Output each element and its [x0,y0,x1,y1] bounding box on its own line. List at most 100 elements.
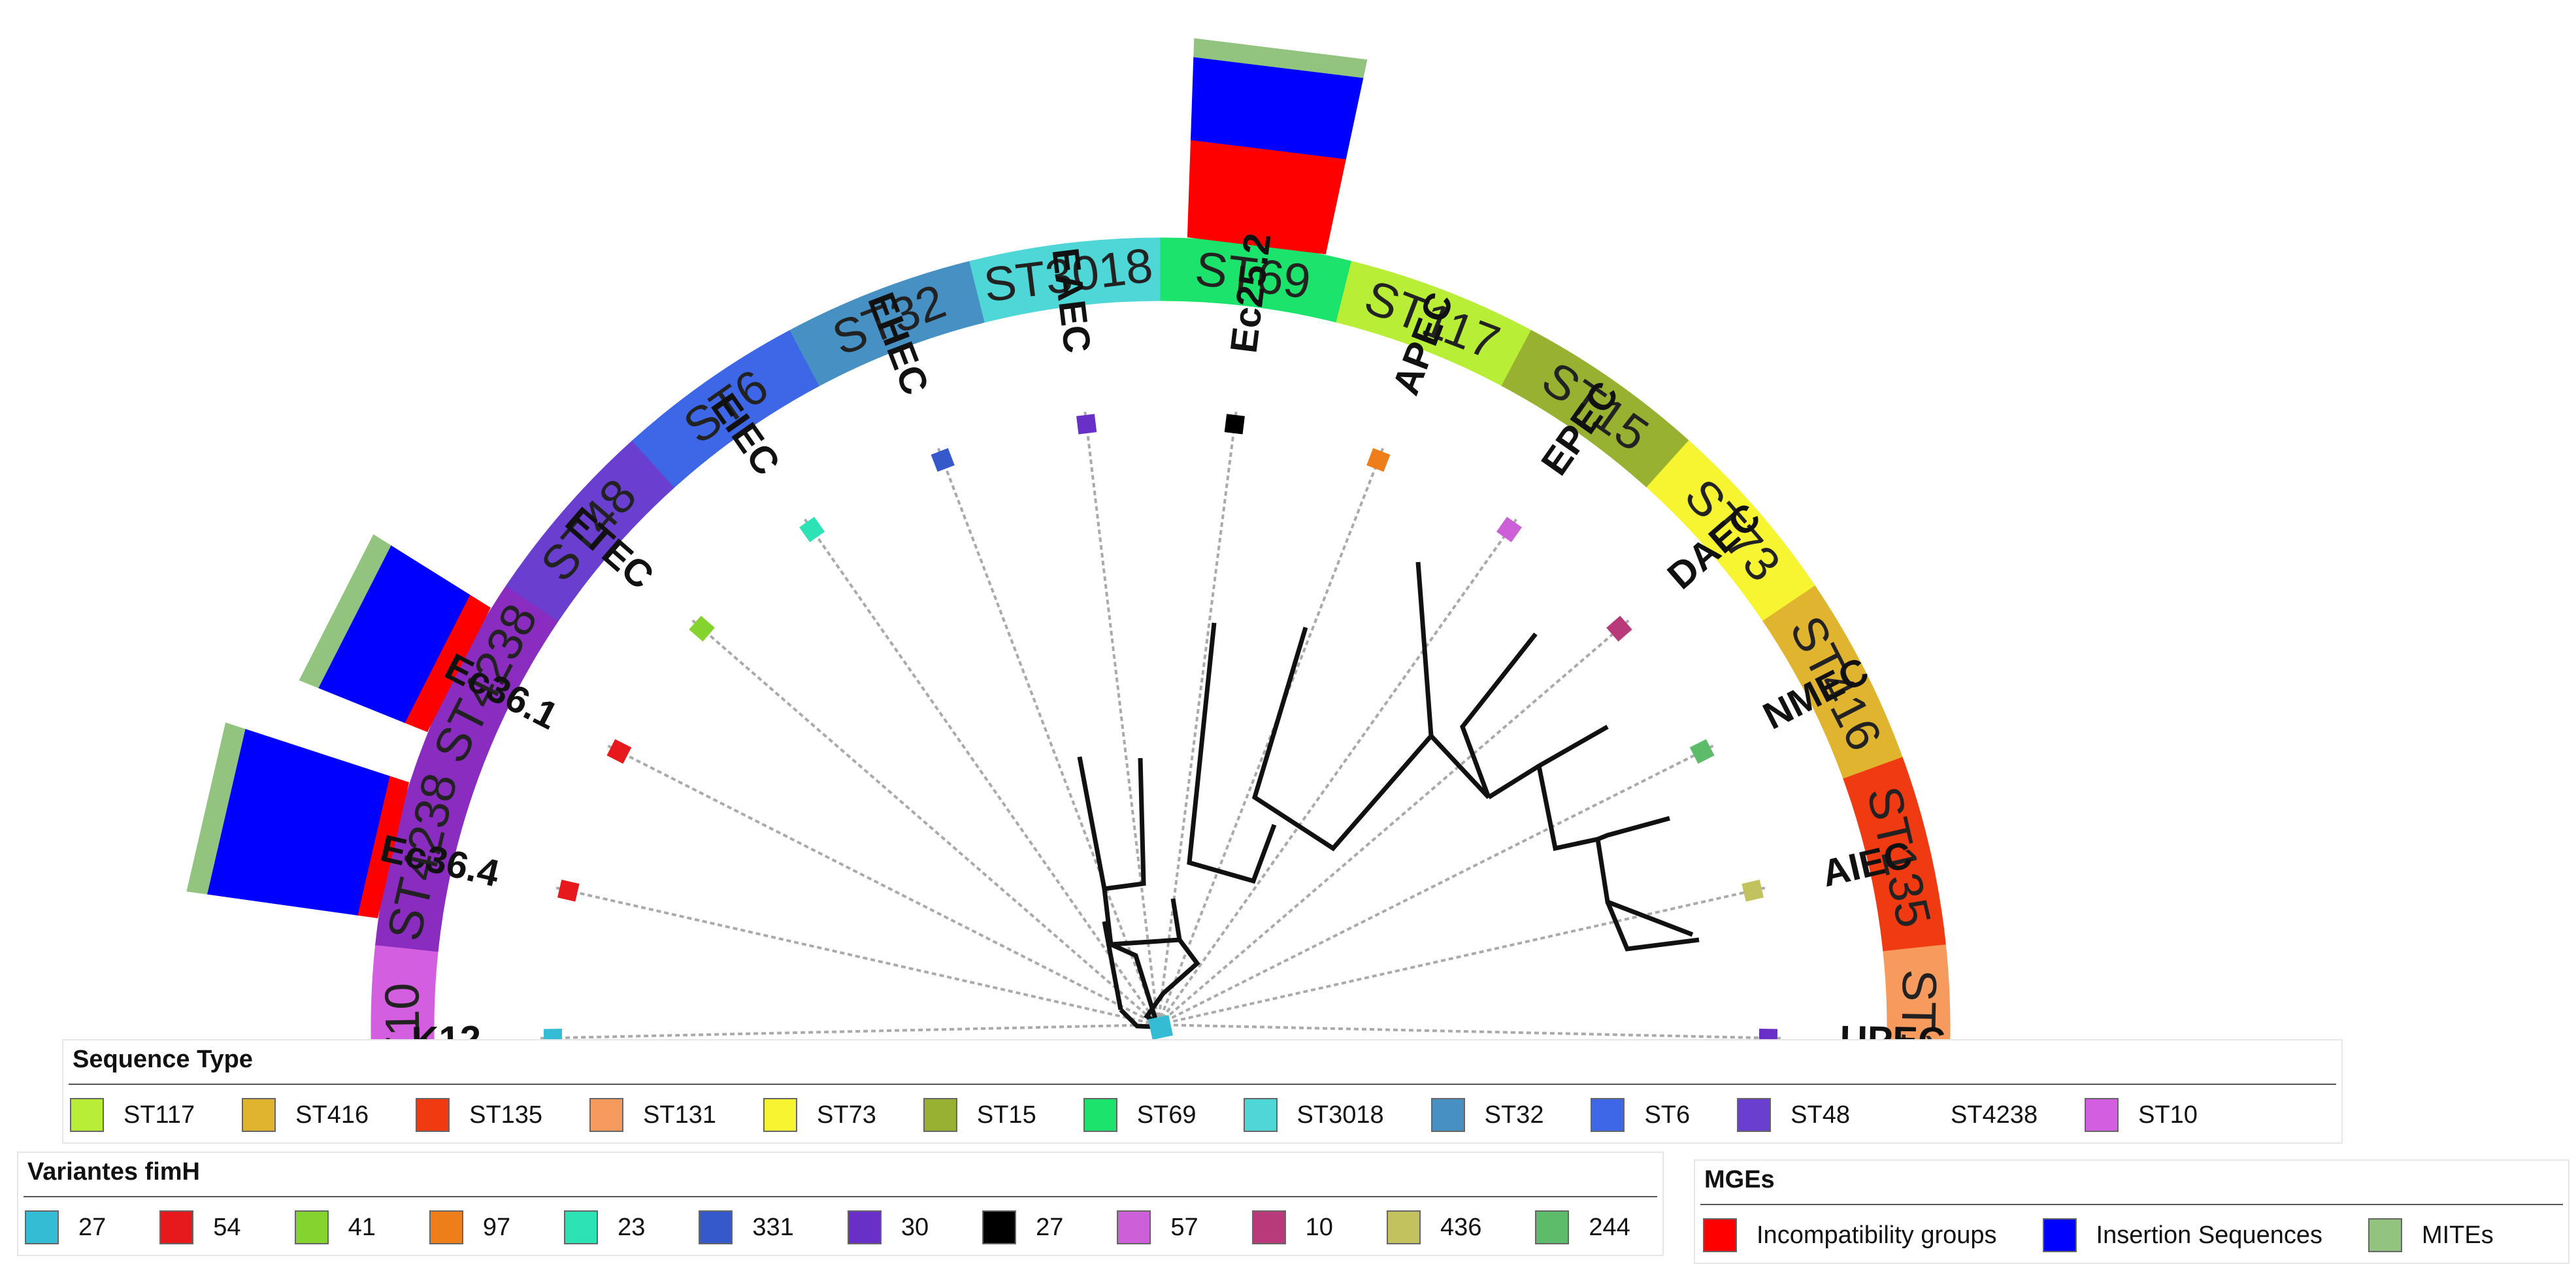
leaf-connector [568,889,1159,1026]
fimh-swatch [1386,1210,1421,1244]
fimh-legend-title: Variantes fimH [27,1158,200,1186]
fimh-marker [1224,414,1245,435]
tree-branch [1110,942,1159,1024]
fimh-swatch [699,1210,733,1244]
fimh-swatch [1251,1210,1286,1244]
leaf-connector [701,627,1159,1026]
ring-label: ST10 [374,982,431,1046]
fimh-swatch [25,1210,59,1244]
fimh-legend-item: 436 [1386,1210,1482,1244]
sequence-type-label: ST10 [2138,1101,2198,1129]
sequence-type-legend-item: ST6 [1591,1098,1690,1132]
leaf-connector [1157,529,1511,1026]
sequence-type-label: ST3018 [1296,1101,1384,1129]
sequence-type-legend: Sequence Type ST117 ST416 ST135 ST131 ST73 ST… [62,1039,2343,1144]
fimh-marker [799,516,825,542]
fimh-label: 30 [900,1213,929,1241]
leaf-connector [810,529,1159,1026]
fimh-swatch [564,1210,599,1244]
sequence-type-swatch [416,1098,450,1132]
fimh-marker [1366,448,1391,472]
mge-bar-segment [186,722,246,895]
legend-divider [69,1084,2336,1085]
fimh-swatch [847,1210,882,1244]
sequence-type-legend-title: Sequence Type [73,1046,253,1073]
mge-legend-title: MGEs [1704,1166,1775,1193]
fimh-label: 436 [1440,1213,1482,1241]
mge-swatch [2368,1218,2402,1252]
mge-legend-item: MITEs [2368,1218,2494,1252]
fimh-legend-item: 30 [847,1210,929,1244]
mge-legend: MGEs Incompatibility groups Insertion Seq… [1694,1159,2569,1264]
leaf-connector [1085,424,1159,1025]
sequence-type-label: ST117 [124,1101,195,1129]
leaf-connector [553,1023,1159,1040]
sequence-type-swatch [242,1098,276,1132]
mge-swatch [1703,1218,1737,1252]
leaf-connector [1157,889,1753,1026]
fimh-legend-item: 54 [159,1210,241,1244]
fimh-legend-item: 27 [982,1210,1063,1244]
tree-branches [1077,561,1700,1030]
fimh-legend: Variantes fimH 27 54 41 97 23 331 30 27 57 10 436 2… [17,1152,1664,1256]
fimh-legend-item: 97 [429,1210,510,1244]
sequence-type-legend-item: ST10 [2085,1098,2198,1132]
legend-divider [1700,1204,2563,1205]
sequence-type-swatch [923,1098,957,1132]
sequence-type-swatch [1897,1098,1931,1132]
tree-branch [1187,622,1277,884]
sequence-type-legend-item: ST131 [589,1098,716,1132]
sequence-type-legend-item: ST32 [1430,1098,1544,1132]
fimh-marker [606,739,632,764]
fimh-legend-item: 244 [1535,1210,1630,1244]
sequence-type-legend-item: ST73 [763,1098,876,1132]
tree-branch [1102,888,1183,947]
fimh-label: 54 [213,1213,241,1241]
tree-branch [1102,921,1123,1010]
sequence-type-swatch [589,1098,624,1132]
fimh-marker [1076,414,1097,435]
fimh-marker [557,880,580,902]
legend-divider [24,1196,1657,1197]
fimh-swatch [429,1210,463,1244]
sequence-type-label: ST32 [1484,1101,1544,1129]
fimh-marker [1689,739,1715,764]
sequence-type-legend-item: ST69 [1083,1098,1197,1132]
sequence-type-label: ST131 [643,1101,717,1129]
fimh-marker [1742,880,1764,902]
tree-branch [1429,632,1538,799]
fimh-label: 27 [78,1213,107,1241]
sequence-type-legend-item: ST416 [242,1098,369,1132]
fimh-legend-item: 23 [564,1210,645,1244]
tree-branch [1595,839,1694,937]
sequence-type-label: ST48 [1791,1101,1850,1129]
sequence-type-swatch [2085,1098,2119,1132]
ring-segment [1883,944,1951,1046]
fimh-swatch [294,1210,329,1244]
fimh-swatch [982,1210,1017,1244]
mge-label: Incompatibility groups [1757,1221,1997,1249]
fimh-label: 97 [482,1213,511,1241]
mge-bar-segment [299,534,391,688]
sequence-type-swatch [70,1098,104,1132]
fimh-label: 244 [1589,1213,1630,1241]
sequence-type-label: ST135 [469,1101,543,1129]
sequence-type-label: ST73 [817,1101,876,1129]
mge-legend-item: Incompatibility groups [1703,1218,1997,1252]
leaf-connector [1157,750,1703,1026]
fimh-legend-item: 331 [699,1210,794,1244]
fimh-label: 23 [618,1213,646,1241]
leaf-connector [1157,1023,1768,1040]
sequence-type-swatch [1737,1098,1772,1132]
fimh-label: 41 [348,1213,376,1241]
fimh-markers [543,414,1778,1046]
leaf-connector [618,750,1159,1026]
leaf-connector [941,459,1159,1025]
leaf-connector [1157,459,1380,1025]
sequence-type-swatch [763,1098,798,1132]
sequence-type-label: ST15 [976,1101,1036,1129]
fimh-swatch [1535,1210,1570,1244]
tree-branch [1251,561,1434,852]
sequence-type-label: ST4238 [1950,1101,2038,1129]
